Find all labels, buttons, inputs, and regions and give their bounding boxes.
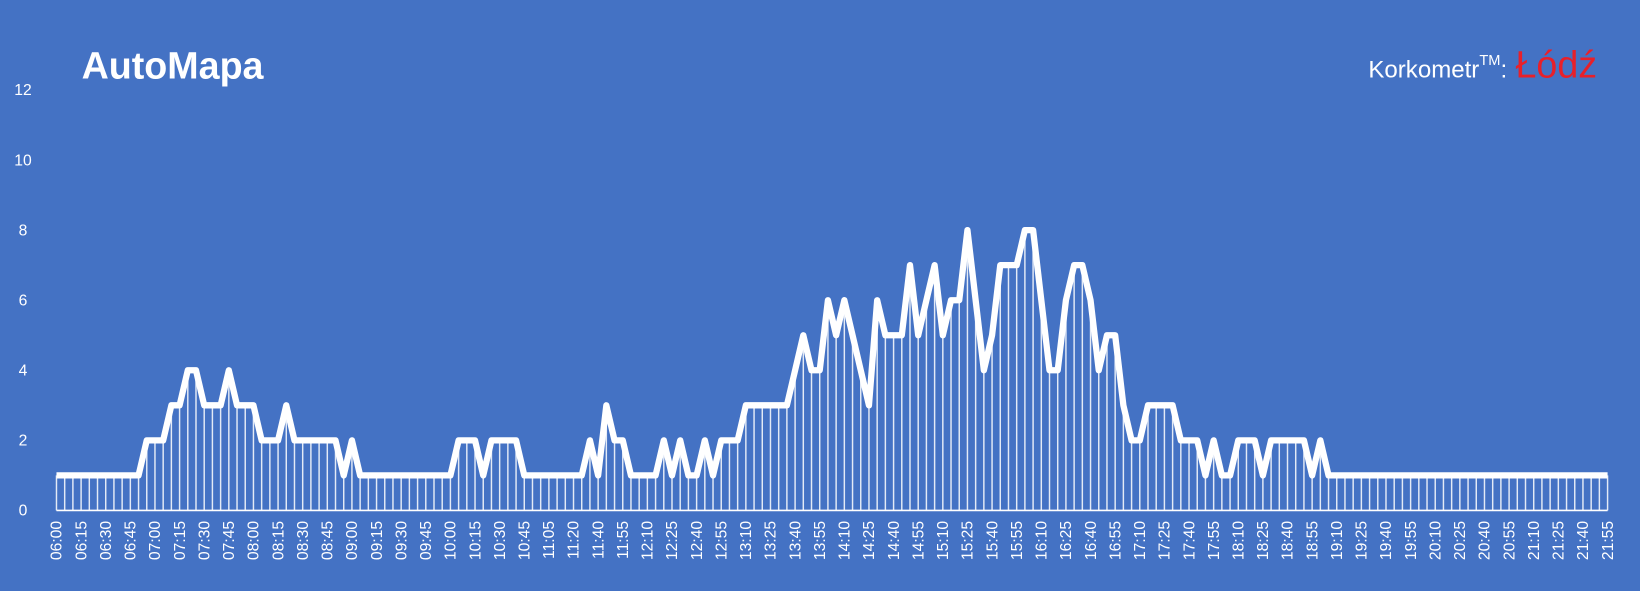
x-tick-label: 10:45 xyxy=(517,521,534,561)
x-tick-label: 11:55 xyxy=(615,521,632,559)
x-tick-label: 08:30 xyxy=(295,521,312,561)
x-tick-label: 12:55 xyxy=(713,521,730,561)
x-tick-label: 15:25 xyxy=(960,521,977,561)
x-tick-label: 13:10 xyxy=(738,521,755,561)
x-tick-label: 06:00 xyxy=(49,521,66,561)
y-tick-label: 10 xyxy=(14,152,32,169)
chart-title: AutoMapa xyxy=(82,44,265,86)
x-tick-label: 10:15 xyxy=(467,521,484,561)
x-tick-label: 09:45 xyxy=(418,521,435,561)
x-tick-label: 14:40 xyxy=(886,521,903,561)
x-tick-label: 06:15 xyxy=(73,521,90,561)
x-tick-label: 11:20 xyxy=(566,521,583,559)
y-tick-label: 2 xyxy=(19,433,28,450)
x-tick-label: 19:10 xyxy=(1329,521,1346,561)
x-tick-label: 15:55 xyxy=(1009,521,1026,561)
x-tick-label: 20:25 xyxy=(1452,521,1469,561)
x-tick-label: 16:10 xyxy=(1034,521,1051,561)
x-tick-label: 17:55 xyxy=(1206,521,1223,561)
x-tick-label: 11:40 xyxy=(590,521,607,559)
x-tick-label: 18:55 xyxy=(1304,521,1321,561)
x-tick-label: 21:40 xyxy=(1575,521,1592,561)
x-tick-label: 12:10 xyxy=(640,521,657,561)
x-tick-label: 20:55 xyxy=(1501,521,1518,561)
x-tick-label: 19:55 xyxy=(1403,521,1420,561)
x-tick-label: 14:10 xyxy=(837,521,854,561)
x-tick-label: 09:15 xyxy=(369,521,386,561)
plot: 0 2 4 6 8 10 12 06:00 06:15 06:30 06:45 07:00 07:15 0… xyxy=(14,82,1617,560)
x-tick-label: 20:40 xyxy=(1477,521,1494,561)
x-tick-label: 16:55 xyxy=(1107,521,1124,561)
x-tick-label: 10:30 xyxy=(492,521,509,561)
x-tick-label: 14:25 xyxy=(861,521,878,561)
x-tick-label: 09:00 xyxy=(344,521,361,561)
brand-city: Łódź xyxy=(1515,43,1597,85)
x-tick-label: 06:30 xyxy=(98,521,115,561)
x-tick-label: 06:45 xyxy=(123,521,140,561)
brand: KorkometrTM: Łódź xyxy=(1368,43,1597,85)
x-tick-label: 21:55 xyxy=(1600,521,1617,561)
x-tick-label: 16:40 xyxy=(1083,521,1100,561)
x-tick-label: 14:55 xyxy=(910,521,927,561)
x-tick-label: 20:10 xyxy=(1427,521,1444,561)
x-tick-label: 19:40 xyxy=(1378,521,1395,561)
x-tick-label: 17:10 xyxy=(1132,521,1149,561)
x-tick-label: 07:45 xyxy=(221,521,238,561)
x-tick-label: 15:10 xyxy=(935,521,952,561)
x-tick-label: 13:55 xyxy=(812,521,829,561)
y-tick-label: 8 xyxy=(19,222,28,239)
y-tick-label: 12 xyxy=(14,82,31,99)
x-tick-label: 08:45 xyxy=(320,521,337,561)
x-tick-label: 12:25 xyxy=(664,521,681,561)
y-tick-label: 0 xyxy=(19,503,28,520)
x-tick-label: 17:25 xyxy=(1157,521,1174,561)
x-tick-label: 18:10 xyxy=(1230,521,1247,561)
x-tick-label: 08:15 xyxy=(270,521,287,561)
x-tick-label: 18:25 xyxy=(1255,521,1272,561)
x-tick-label: 19:25 xyxy=(1354,521,1371,561)
x-tick-label: 17:40 xyxy=(1181,521,1198,561)
x-tick-label: 15:40 xyxy=(984,521,1001,561)
y-tick-label: 6 xyxy=(19,292,28,309)
line xyxy=(56,226,1608,479)
y-tick-label: 4 xyxy=(19,363,28,380)
x-tick-label: 12:40 xyxy=(689,521,706,561)
x-tick-label: 13:25 xyxy=(763,521,780,561)
brand-name: Korkometr xyxy=(1368,56,1479,83)
x-tick-label: 08:00 xyxy=(246,521,263,561)
x-tick-label: 13:40 xyxy=(787,521,804,561)
x-tick-label: 07:15 xyxy=(172,521,189,561)
x-tick-label: 07:00 xyxy=(147,521,164,561)
x-tick-label: 07:30 xyxy=(196,521,213,561)
x-tick-label: 10:00 xyxy=(443,521,460,561)
x-tick-label: 21:10 xyxy=(1526,521,1543,561)
x-tick-label: 21:25 xyxy=(1551,521,1568,561)
brand-mark: TM xyxy=(1479,53,1500,69)
x-tick-label: 16:25 xyxy=(1058,521,1075,561)
x-tick-label: 09:30 xyxy=(393,521,410,561)
x-tick-label: 18:40 xyxy=(1280,521,1297,561)
x-tick-label: 11:05 xyxy=(541,521,558,559)
brand-separator: : xyxy=(1500,56,1507,83)
